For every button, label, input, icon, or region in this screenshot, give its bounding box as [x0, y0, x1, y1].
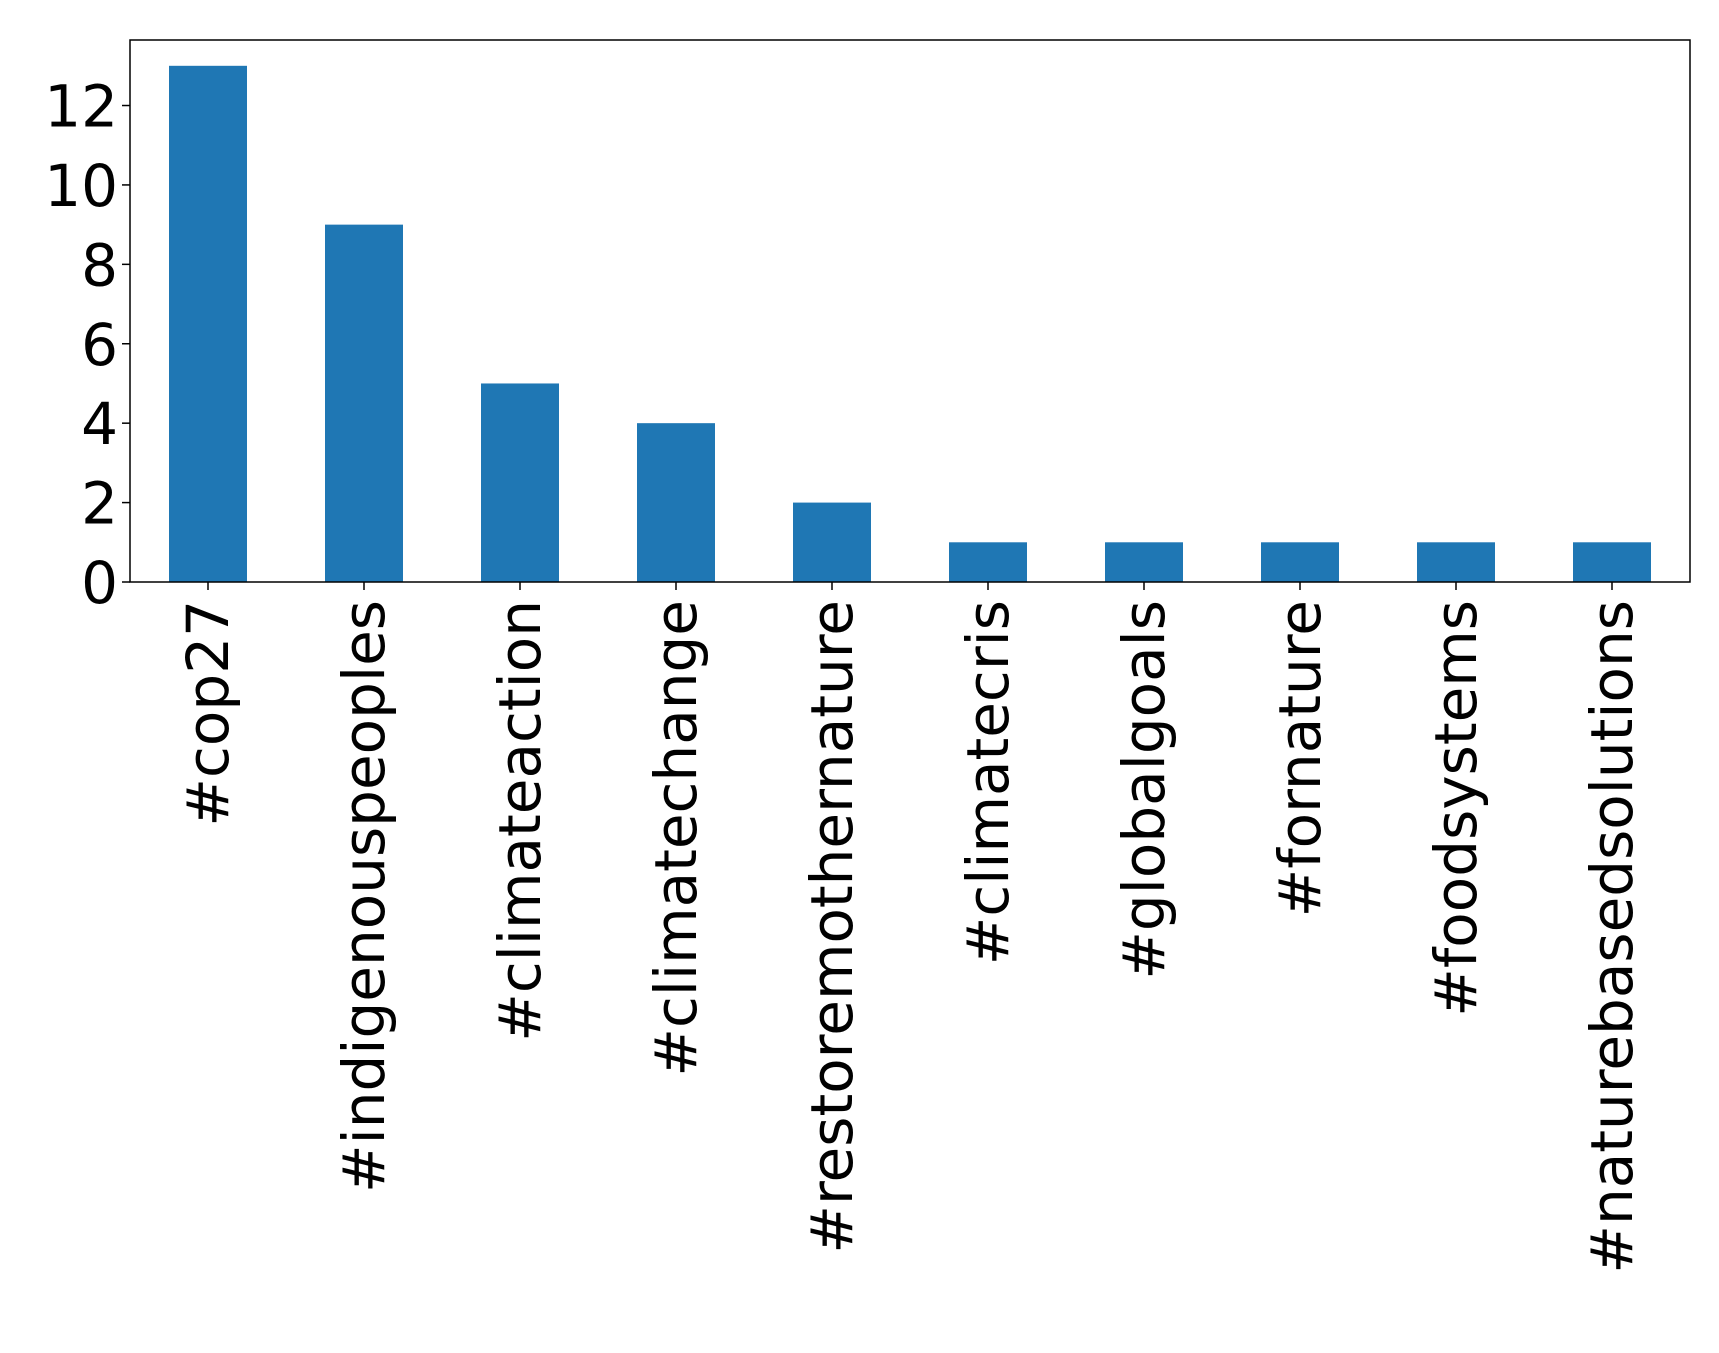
bar [793, 502, 871, 582]
bar [1261, 542, 1339, 582]
x-tick-label: #fornature [1266, 600, 1334, 917]
x-axis: #cop27 #indigenouspeoples #climateaction #c… [174, 582, 1646, 1274]
bar [325, 224, 403, 582]
y-tick-label: 8 [81, 231, 118, 299]
y-axis: 0 2 4 6 8 10 12 [44, 73, 130, 617]
x-tick-label: #naturebasedsolutions [1578, 600, 1646, 1274]
plot-area-frame [129, 39, 1691, 583]
x-tick-label: #indigenouspeoples [330, 600, 398, 1193]
x-tick-label: #cop27 [174, 600, 242, 827]
bar [637, 423, 715, 582]
x-tick-label: #climateaction [486, 600, 554, 1042]
y-tick-label: 10 [44, 152, 118, 220]
bar [481, 383, 559, 582]
x-tick-label: #climatechange [642, 600, 710, 1077]
x-tick-label: #globalgoals [1110, 600, 1178, 980]
x-tick-label: #restoremothernature [798, 600, 866, 1254]
y-tick-label: 4 [81, 390, 118, 458]
y-tick-label: 2 [81, 470, 118, 538]
bar [1417, 542, 1495, 582]
y-tick-label: 12 [44, 73, 118, 141]
bar [949, 542, 1027, 582]
y-tick-label: 0 [81, 549, 118, 617]
y-tick-label: 6 [81, 311, 118, 379]
bars-layer [169, 65, 1651, 583]
x-tick-label: #climatecris [954, 600, 1022, 965]
x-tick-label: #foodsystems [1422, 600, 1490, 1017]
bar [169, 65, 247, 583]
bar [1105, 542, 1183, 582]
bar [1573, 542, 1651, 582]
